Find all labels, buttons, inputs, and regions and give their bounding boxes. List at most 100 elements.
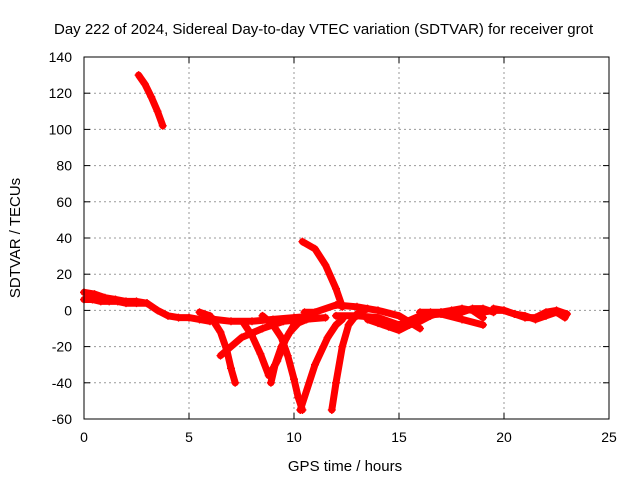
data-point-marker [510,310,519,319]
data-point-marker [311,308,319,317]
series-arc-m [300,300,424,333]
data-point-marker [458,315,466,324]
axis-ticks [83,56,610,420]
data-point-marker [279,317,288,326]
data-point-marker [158,121,167,130]
data-point-marker [269,320,277,329]
y-tick-label: -60 [52,411,72,427]
data-point-marker [132,299,141,308]
data-point-marker [374,319,382,328]
data-point-marker [321,313,330,322]
data-point-marker [353,311,361,320]
data-series-layer [80,71,571,414]
data-point-marker [416,317,424,326]
data-point-marker [237,333,246,342]
data-point-marker [164,311,172,320]
data-point-marker [405,320,414,329]
data-point-marker [521,311,529,320]
data-point-marker [227,317,235,326]
data-point-marker [122,299,130,308]
series-trace [298,238,346,311]
y-tick-label: 120 [49,85,73,101]
data-point-marker [248,317,256,326]
data-point-marker [294,319,303,328]
data-point-marker [298,237,307,246]
data-point-marker [560,313,569,322]
grid-lines [84,57,609,419]
data-point-marker [206,311,214,320]
data-point-marker [105,297,114,306]
data-point-marker [458,308,466,317]
y-tick-label: 80 [56,158,72,174]
data-point-marker [395,326,403,335]
data-point-marker [426,308,435,317]
data-point-marker [266,378,275,387]
data-point-marker [384,322,393,331]
series-arc-a [134,71,167,130]
data-point-marker [195,308,204,317]
x-tick-label: 5 [185,429,193,445]
data-point-marker [479,320,487,329]
data-point-marker [174,313,183,322]
data-point-marker [147,92,156,101]
data-point-marker [231,378,240,387]
data-point-marker [332,378,340,387]
data-point-marker [468,304,477,313]
data-point-marker [258,324,267,333]
y-tick-label: 0 [64,302,72,318]
data-point-marker [447,308,456,317]
data-point-marker [140,80,149,89]
data-point-marker [321,261,330,270]
data-point-marker [332,320,340,329]
y-tick-label: 20 [56,266,72,282]
data-point-marker [302,315,311,324]
x-tick-labels: 0 5 10 15 20 25 [80,429,617,445]
data-point-marker [283,351,292,360]
data-point-marker [363,315,372,324]
data-point-marker [323,333,332,342]
y-tick-label: 140 [49,49,73,65]
data-point-marker [489,304,498,313]
data-point-marker [542,311,550,320]
y-axis-title: SDTVAR / TECUs [7,178,24,298]
data-point-marker [143,299,151,308]
data-point-marker [185,313,193,322]
data-point-marker [248,331,256,340]
data-point-marker [500,306,508,315]
data-point-marker [239,319,248,328]
y-tick-labels: -60 -40 -20 0 20 40 60 80 100 120 140 [49,49,73,427]
data-point-marker [531,315,540,324]
data-point-marker [285,328,294,337]
data-point-marker [113,297,122,306]
data-point-marker [256,349,265,358]
data-point-marker [216,328,225,337]
data-point-marker [479,308,487,317]
data-point-marker [277,333,286,342]
x-axis-title: GPS time / hours [288,458,402,475]
y-tick-label: -40 [52,375,72,391]
data-point-marker [311,244,319,253]
data-point-marker [353,302,361,311]
x-tick-label: 10 [286,429,302,445]
data-point-marker [300,308,309,317]
data-point-marker [88,295,97,304]
data-point-marker [552,308,561,317]
data-point-marker [338,342,347,351]
y-tick-label: 60 [56,194,72,210]
y-tick-label: -20 [52,339,72,355]
data-point-marker [332,284,340,293]
data-point-marker [374,306,382,315]
y-tick-label: 40 [56,230,72,246]
x-tick-label: 0 [80,429,88,445]
data-point-marker [344,320,353,329]
x-tick-label: 15 [391,429,407,445]
data-point-marker [395,311,403,320]
data-point-marker [437,308,445,317]
data-point-marker [227,364,235,373]
data-point-marker [290,375,298,384]
data-point-marker [296,405,305,414]
data-point-marker [153,107,162,116]
data-point-marker [332,300,340,309]
data-point-marker [311,360,319,369]
